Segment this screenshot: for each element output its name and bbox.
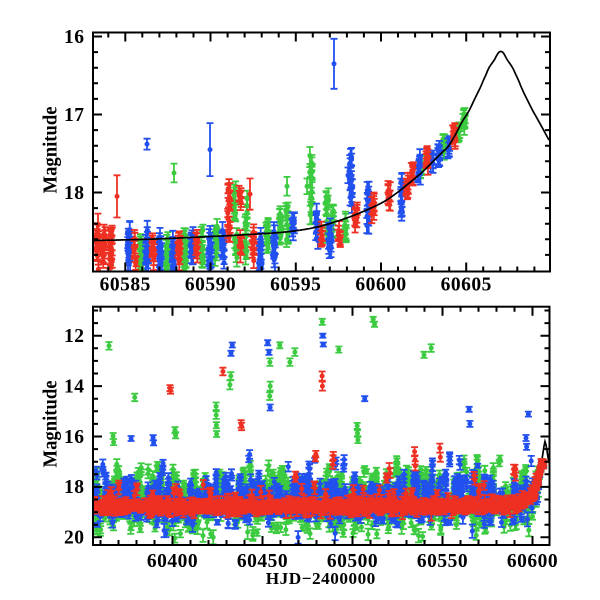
svg-text:18: 18 xyxy=(64,183,85,204)
svg-text:14: 14 xyxy=(64,376,85,397)
svg-text:20: 20 xyxy=(64,528,85,549)
svg-text:Magnitude: Magnitude xyxy=(40,380,61,467)
svg-text:60500: 60500 xyxy=(327,551,378,572)
svg-text:17: 17 xyxy=(64,105,85,126)
svg-text:60600: 60600 xyxy=(507,551,558,572)
svg-text:12: 12 xyxy=(64,326,85,347)
svg-text:60585: 60585 xyxy=(100,275,151,296)
svg-text:60595: 60595 xyxy=(270,275,321,296)
svg-text:60590: 60590 xyxy=(185,275,236,296)
svg-text:18: 18 xyxy=(64,477,85,498)
svg-text:60600: 60600 xyxy=(355,275,406,296)
svg-text:60450: 60450 xyxy=(237,551,288,572)
svg-text:Magnitude: Magnitude xyxy=(40,106,61,193)
svg-text:60550: 60550 xyxy=(417,551,468,572)
svg-text:60400: 60400 xyxy=(147,551,198,572)
svg-text:16: 16 xyxy=(64,27,85,48)
svg-text:16: 16 xyxy=(64,427,85,448)
svg-text:HJD−2400000: HJD−2400000 xyxy=(266,569,376,588)
svg-text:60605: 60605 xyxy=(441,275,492,296)
